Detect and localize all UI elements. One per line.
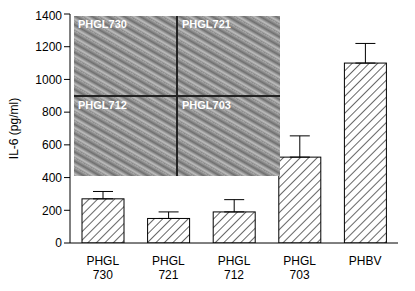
html-text:PHGL703: PHGL703	[182, 99, 231, 111]
html-text:PHGL712: PHGL712	[78, 99, 127, 111]
svg-text:1000: 1000	[35, 73, 62, 87]
svg-text:PHGL730: PHGL730	[86, 254, 119, 282]
html-text:PHGL721: PHGL721	[182, 18, 231, 30]
html-text:PHGL730: PHGL730	[78, 18, 127, 30]
svg-text:PHBV: PHBV	[349, 254, 382, 268]
svg-text:800: 800	[42, 105, 62, 119]
svg-text:IL-6 (pg/ml): IL-6 (pg/ml)	[8, 98, 21, 159]
svg-text:PHGL721: PHGL721	[152, 254, 185, 282]
svg-text:600: 600	[42, 138, 62, 152]
svg-text:PHGL712: PHGL712	[218, 254, 251, 282]
svg-text:400: 400	[42, 171, 62, 185]
svg-text:PHGL703: PHGL703	[283, 254, 316, 282]
svg-text:0: 0	[55, 236, 62, 250]
svg-text:1400: 1400	[35, 9, 62, 23]
svg-text:1200: 1200	[35, 40, 62, 54]
svg-text:200: 200	[42, 204, 62, 218]
